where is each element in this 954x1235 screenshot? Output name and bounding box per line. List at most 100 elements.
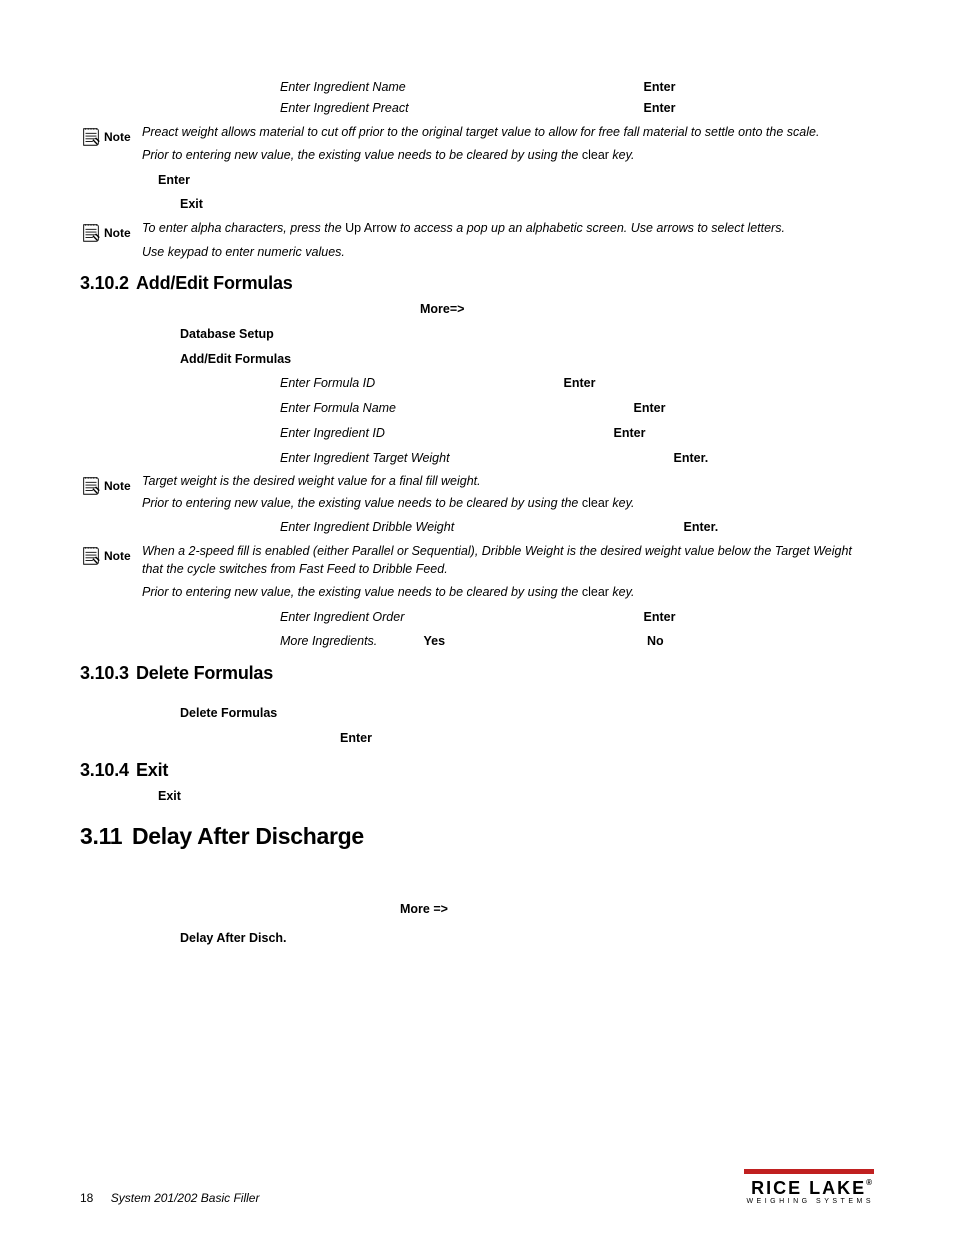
note-label: Note xyxy=(104,130,131,144)
row-ingredient-preact: Enter Ingredient Preact Enter xyxy=(80,99,874,118)
row-dribble-weight: Enter Ingredient Dribble Weight Enter. xyxy=(80,518,874,537)
key: More=> xyxy=(420,302,464,316)
key: Enter xyxy=(633,401,665,415)
note-icon: Note xyxy=(80,543,142,567)
key: Enter. xyxy=(683,520,718,534)
text: clear xyxy=(582,585,609,599)
prompt: Enter Ingredient Dribble Weight xyxy=(280,518,680,537)
heading-3-10-4: 3.10.4Exit xyxy=(80,760,874,781)
key: Exit xyxy=(180,197,203,211)
row-formula-id: Enter Formula ID Enter xyxy=(80,374,874,393)
text: clear xyxy=(582,148,609,162)
heading-num: 3.10.2 xyxy=(80,273,136,294)
logo: RICE LAKE® WEIGHING SYSTEMS xyxy=(744,1169,874,1205)
note-text: To enter alpha characters, press the Up … xyxy=(142,220,874,261)
key: Enter. xyxy=(673,451,708,465)
note-alpha: Note To enter alpha characters, press th… xyxy=(80,220,874,261)
row-ingredient-name: Enter Ingredient Name Enter xyxy=(80,78,874,97)
prompt: Enter Ingredient Preact xyxy=(280,99,640,118)
key: Enter xyxy=(643,80,675,94)
prompt: Enter Ingredient Name xyxy=(280,78,640,97)
note-label: Note xyxy=(104,226,131,240)
note-text: Preact weight allows material to cut off… xyxy=(142,124,874,165)
notepad-icon xyxy=(80,126,102,148)
heading-num: 3.11 xyxy=(80,823,132,850)
label: Delay After Disch. xyxy=(180,931,287,945)
page-number: 18 xyxy=(80,1191,93,1205)
note-line: Preact weight allows material to cut off… xyxy=(142,124,874,142)
key: Enter xyxy=(340,731,372,745)
note-icon: Note xyxy=(80,124,142,148)
key: Enter xyxy=(158,173,190,187)
row-ingredient-order: Enter Ingredient Order Enter xyxy=(80,608,874,627)
key-no: No xyxy=(647,634,664,648)
key-yes: Yes xyxy=(423,632,643,651)
heading-title: Exit xyxy=(136,760,168,780)
row-db-setup: Database Setup xyxy=(80,325,874,344)
note-line: Use keypad to enter numeric values. xyxy=(142,244,874,262)
row-delete: Delete Formulas xyxy=(80,704,874,723)
heading-title: Delay After Discharge xyxy=(132,823,364,849)
row-formula-name: Enter Formula Name Enter xyxy=(80,399,874,418)
prompt: Enter Ingredient Order xyxy=(280,608,640,627)
note-line: When a 2-speed fill is enabled (either P… xyxy=(142,543,874,578)
row-addedit: Add/Edit Formulas xyxy=(80,350,874,369)
note-text: Target weight is the desired weight valu… xyxy=(142,473,874,512)
row-more: More => xyxy=(80,900,874,919)
text: Prior to entering new value, the existin… xyxy=(142,585,582,599)
text: clear xyxy=(582,496,609,510)
prompt: Enter Ingredient Target Weight xyxy=(280,449,670,468)
heading-title: Delete Formulas xyxy=(136,663,273,683)
row-target-weight: Enter Ingredient Target Weight Enter. xyxy=(80,449,874,468)
note-text: When a 2-speed fill is enabled (either P… xyxy=(142,543,874,602)
key: Enter xyxy=(563,376,595,390)
heading-title: Add/Edit Formulas xyxy=(136,273,293,293)
row-more: More=> xyxy=(80,300,874,319)
prompt: Enter Formula Name xyxy=(280,399,630,418)
text: key. xyxy=(609,496,634,510)
note-label: Note xyxy=(104,549,131,563)
text: key. xyxy=(609,148,634,162)
note-line: Prior to entering new value, the existin… xyxy=(142,584,874,602)
note-preact: Note Preact weight allows material to cu… xyxy=(80,124,874,165)
note-label: Note xyxy=(104,479,131,493)
logo-reg: ® xyxy=(866,1178,874,1187)
page: Enter Ingredient Name Enter Enter Ingred… xyxy=(0,0,954,1235)
heading-num: 3.10.4 xyxy=(80,760,136,781)
notepad-icon xyxy=(80,222,102,244)
row-enter: Enter xyxy=(80,171,874,190)
notepad-icon xyxy=(80,545,102,567)
row-exit: Exit xyxy=(80,195,874,214)
text: Prior to entering new value, the existin… xyxy=(142,496,582,510)
prompt: Enter Ingredient ID xyxy=(280,424,610,443)
heading-3-10-3: 3.10.3Delete Formulas xyxy=(80,663,874,684)
key: More => xyxy=(400,902,448,916)
heading-3-10-2: 3.10.2Add/Edit Formulas xyxy=(80,273,874,294)
logo-bar xyxy=(744,1169,874,1174)
text: to access a pop up an alphabetic screen.… xyxy=(397,221,785,235)
text: Up Arrow xyxy=(345,221,396,235)
label: Delete Formulas xyxy=(180,706,277,720)
note-icon: Note xyxy=(80,473,142,497)
footer: 18 System 201/202 Basic Filler RICE LAKE… xyxy=(80,1169,874,1205)
heading-3-11: 3.11Delay After Discharge xyxy=(80,823,874,850)
row-more-ingredients: More Ingredients. Yes No xyxy=(80,632,874,651)
logo-name: RICE LAKE® xyxy=(744,1178,874,1199)
key: Enter xyxy=(643,610,675,624)
row-ingredient-id: Enter Ingredient ID Enter xyxy=(80,424,874,443)
notepad-icon xyxy=(80,475,102,497)
key: Exit xyxy=(158,789,181,803)
footer-title: System 201/202 Basic Filler xyxy=(111,1191,260,1205)
text: key. xyxy=(609,585,634,599)
row-exit: Exit xyxy=(80,787,874,806)
prompt: More Ingredients. xyxy=(280,632,420,651)
text: To enter alpha characters, press the xyxy=(142,221,345,235)
row-enter: Enter xyxy=(80,729,874,748)
label: Database Setup xyxy=(180,327,274,341)
note-target: Note Target weight is the desired weight… xyxy=(80,473,874,512)
heading-num: 3.10.3 xyxy=(80,663,136,684)
row-delay: Delay After Disch. xyxy=(80,929,874,948)
footer-left: 18 System 201/202 Basic Filler xyxy=(80,1191,259,1205)
note-icon: Note xyxy=(80,220,142,244)
label: Add/Edit Formulas xyxy=(180,352,291,366)
